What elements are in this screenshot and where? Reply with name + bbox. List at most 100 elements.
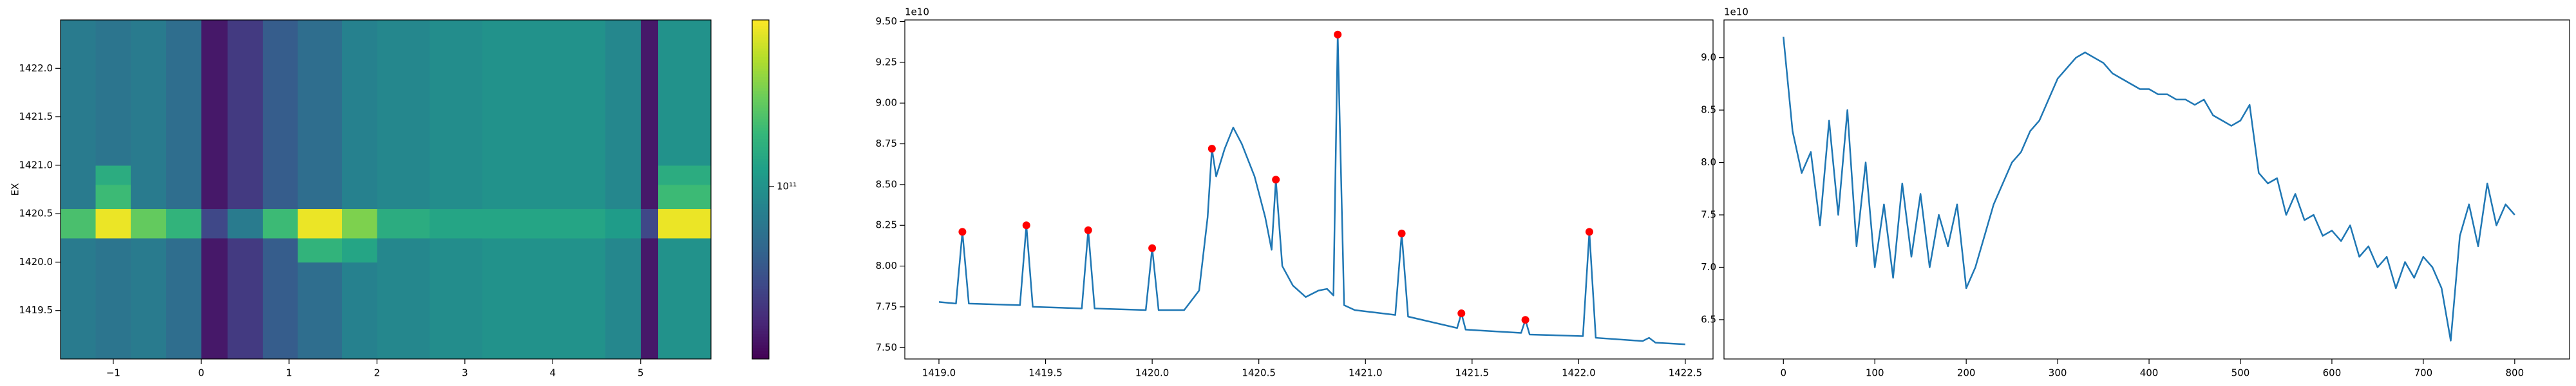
heatmap-cell [482, 20, 553, 69]
y-tick-label: 6.5 [1701, 313, 1716, 325]
y-tick-label: 9.50 [876, 15, 897, 27]
colorbar-gradient [752, 217, 769, 221]
y-tick-label: 9.00 [876, 97, 897, 109]
heatmap-cell [201, 237, 228, 262]
offset-text: 1e10 [1724, 6, 1748, 18]
heatmap-cell [166, 165, 202, 185]
peak-marker [1272, 176, 1280, 184]
colorbar-gradient [752, 141, 769, 145]
colorbar-gradient [752, 31, 769, 35]
heatmap-cell [605, 165, 641, 185]
heatmap-cell [201, 262, 228, 311]
heatmap-cell [430, 184, 483, 210]
colorbar-gradient [752, 152, 769, 156]
colorbar-gradient [752, 356, 769, 360]
colorbar-gradient [752, 195, 769, 199]
colorbar-gradient [752, 33, 769, 37]
heatmap-cell [341, 165, 377, 185]
colorbar-gradient [752, 90, 769, 94]
colorbar-gradient [752, 198, 769, 201]
colorbar-gradient [752, 311, 769, 315]
heatmap-cell [430, 310, 483, 360]
colorbar-gradient [752, 203, 769, 207]
heatmap-cell [482, 68, 553, 118]
heatmap-cell [640, 208, 659, 239]
heatmap-cell [166, 68, 202, 118]
y-tick-label: 1421.0 [19, 159, 53, 170]
heatmap-cell [640, 116, 659, 166]
colorbar-gradient [752, 178, 769, 181]
heatmap-cell [430, 237, 483, 262]
heatmap-cell [640, 165, 659, 185]
heatmap-cell [553, 68, 606, 118]
colorbar-gradient [752, 257, 769, 261]
heatmap-cell [201, 165, 228, 185]
colorbar-gradient [752, 285, 769, 289]
heatmap-cell [166, 310, 202, 360]
heatmap-cell [553, 262, 606, 311]
x-tick-label: 300 [2049, 367, 2067, 379]
heatmap-cell [131, 20, 167, 69]
colorbar-gradient [752, 73, 769, 77]
colorbar-gradient [752, 28, 769, 32]
heatmap-cell [61, 237, 97, 262]
heatmap-cell [377, 262, 430, 311]
colorbar-gradient [752, 209, 769, 213]
y-tick-label: 8.75 [876, 138, 897, 149]
colorbar-gradient [752, 206, 769, 210]
heatmap-cell [201, 310, 228, 360]
colorbar-gradient [752, 187, 769, 190]
heatmap-cell [605, 20, 641, 69]
heatmap-cell [605, 237, 641, 262]
colorbar-gradient [752, 234, 769, 238]
colorbar-gradient [752, 59, 769, 63]
heatmap-cell [640, 68, 659, 118]
heatmap-cell [61, 262, 97, 311]
heatmap-cell [95, 20, 131, 69]
peak-marker [1521, 316, 1530, 324]
peak-marker [1397, 229, 1406, 237]
colorbar-gradient [752, 130, 769, 134]
x-tick-label: 1419.0 [922, 367, 956, 379]
colorbar-gradient [752, 20, 769, 23]
heatmap-cell [482, 310, 553, 360]
heatmap-cell [61, 116, 97, 166]
heatmap-cell [262, 237, 299, 262]
heatmap-cell [201, 208, 228, 239]
peak-marker [1208, 145, 1216, 153]
heatmap-cell [430, 262, 483, 311]
y-tick-label: 8.25 [876, 219, 897, 231]
heatmap-cell [262, 262, 299, 311]
x-tick-label: 400 [2140, 367, 2159, 379]
x-tick-label: 1419.5 [1028, 367, 1063, 379]
x-tick-label: 100 [1866, 367, 1884, 379]
x-tick-label: 1421.0 [1349, 367, 1383, 379]
colorbar-gradient [752, 325, 769, 329]
colorbar-gradient [752, 147, 769, 151]
heatmap-cell [201, 20, 228, 69]
heatmap-cell [553, 237, 606, 262]
axes-frame [60, 19, 712, 360]
colorbar-gradient [752, 118, 769, 122]
colorbar-gradient [752, 345, 769, 349]
colorbar-gradient [752, 65, 769, 69]
heatmap-cell [131, 68, 167, 118]
colorbar-gradient [752, 107, 769, 111]
heatmap-cell [61, 68, 97, 118]
x-tick-label: 200 [1957, 367, 1976, 379]
colorbar-gradient [752, 82, 769, 86]
heatmap-cell [131, 208, 167, 239]
heatmap-cell [377, 237, 430, 262]
heatmap-cell [95, 184, 131, 210]
colorbar-gradient [752, 220, 769, 224]
heatmap-cell [298, 184, 343, 210]
y-axis-label: EX [10, 183, 21, 196]
heatmap-cell [298, 310, 343, 360]
heatmap-cell [262, 208, 299, 239]
colorbar-gradient [752, 23, 769, 26]
peak-marker [1148, 244, 1157, 252]
heatmap-cell [658, 208, 712, 239]
heatmap-cell [377, 310, 430, 360]
colorbar-gradient [752, 181, 769, 185]
x-tick-label: 1422.0 [1562, 367, 1596, 379]
